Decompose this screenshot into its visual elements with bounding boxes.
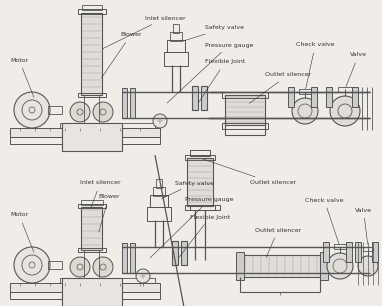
- Bar: [201, 86, 207, 110]
- Bar: [167, 40, 185, 52]
- Circle shape: [22, 100, 42, 120]
- Bar: [355, 242, 361, 262]
- Circle shape: [153, 114, 167, 128]
- Bar: [173, 24, 179, 33]
- Bar: [60, 278, 155, 283]
- Bar: [311, 87, 317, 107]
- Bar: [48, 261, 62, 269]
- Text: Safety valve: Safety valve: [183, 25, 244, 41]
- Bar: [346, 242, 352, 262]
- Bar: [10, 283, 160, 292]
- Text: Motor: Motor: [10, 58, 34, 97]
- Text: Valve: Valve: [355, 207, 372, 244]
- Bar: [156, 179, 162, 188]
- Bar: [48, 106, 62, 114]
- Text: Inlet silencer: Inlet silencer: [80, 181, 121, 207]
- Text: Blower: Blower: [102, 32, 141, 78]
- Bar: [81, 207, 102, 250]
- Bar: [240, 255, 320, 277]
- Bar: [225, 95, 265, 125]
- Circle shape: [327, 253, 353, 279]
- Text: Pressure gauge: Pressure gauge: [167, 43, 254, 103]
- Circle shape: [14, 247, 50, 283]
- Bar: [81, 13, 102, 95]
- Bar: [288, 87, 294, 107]
- Text: Inlet silencer: Inlet silencer: [102, 16, 186, 49]
- Circle shape: [70, 257, 90, 277]
- Bar: [222, 92, 268, 98]
- Circle shape: [93, 257, 113, 277]
- Bar: [363, 247, 373, 251]
- Bar: [130, 243, 135, 273]
- Bar: [190, 150, 210, 156]
- Circle shape: [292, 98, 318, 124]
- Bar: [326, 87, 332, 107]
- Text: Check valve: Check valve: [305, 197, 343, 244]
- Bar: [334, 244, 346, 249]
- Bar: [78, 204, 106, 208]
- Text: Safety valve: Safety valve: [162, 181, 214, 199]
- Bar: [187, 158, 213, 206]
- Bar: [10, 128, 160, 137]
- Bar: [60, 123, 155, 128]
- Circle shape: [22, 255, 42, 275]
- Bar: [147, 207, 171, 221]
- Bar: [84, 250, 99, 278]
- Bar: [153, 187, 165, 196]
- Bar: [190, 205, 220, 210]
- Bar: [130, 88, 135, 118]
- Bar: [185, 155, 215, 160]
- Bar: [170, 32, 182, 41]
- Bar: [78, 248, 106, 252]
- Circle shape: [330, 96, 360, 126]
- Bar: [62, 123, 122, 151]
- Bar: [78, 9, 106, 14]
- Bar: [236, 252, 244, 280]
- Bar: [10, 292, 160, 299]
- Bar: [82, 5, 102, 10]
- Bar: [172, 241, 178, 265]
- Text: Outlet silencer: Outlet silencer: [255, 227, 301, 257]
- Circle shape: [358, 256, 378, 276]
- Bar: [122, 88, 127, 118]
- Bar: [323, 242, 329, 262]
- Text: Flexible Joint: Flexible Joint: [199, 59, 245, 103]
- Bar: [164, 52, 188, 66]
- Circle shape: [136, 269, 150, 283]
- Bar: [222, 123, 268, 129]
- Bar: [185, 205, 215, 210]
- Text: Outlet silencer: Outlet silencer: [249, 73, 311, 103]
- Text: Outlet silencer: Outlet silencer: [202, 159, 296, 185]
- Text: Check valve: Check valve: [296, 43, 335, 89]
- Text: Valve: Valve: [346, 53, 367, 86]
- Circle shape: [70, 102, 90, 122]
- Bar: [372, 242, 378, 262]
- Bar: [62, 278, 122, 306]
- Bar: [78, 93, 106, 97]
- Text: Blower: Blower: [98, 195, 120, 232]
- Bar: [181, 241, 187, 265]
- Text: Pressure gauge: Pressure gauge: [150, 197, 233, 258]
- Text: Flexible Joint: Flexible Joint: [179, 215, 230, 258]
- Text: Motor: Motor: [10, 212, 34, 252]
- Bar: [192, 86, 198, 110]
- Circle shape: [93, 102, 113, 122]
- Bar: [84, 95, 99, 123]
- Bar: [352, 87, 358, 107]
- Bar: [122, 243, 127, 273]
- Bar: [320, 252, 328, 280]
- Bar: [81, 200, 103, 205]
- Circle shape: [14, 92, 50, 128]
- Bar: [299, 89, 311, 94]
- Bar: [10, 137, 160, 144]
- Bar: [150, 195, 168, 207]
- Bar: [338, 87, 352, 92]
